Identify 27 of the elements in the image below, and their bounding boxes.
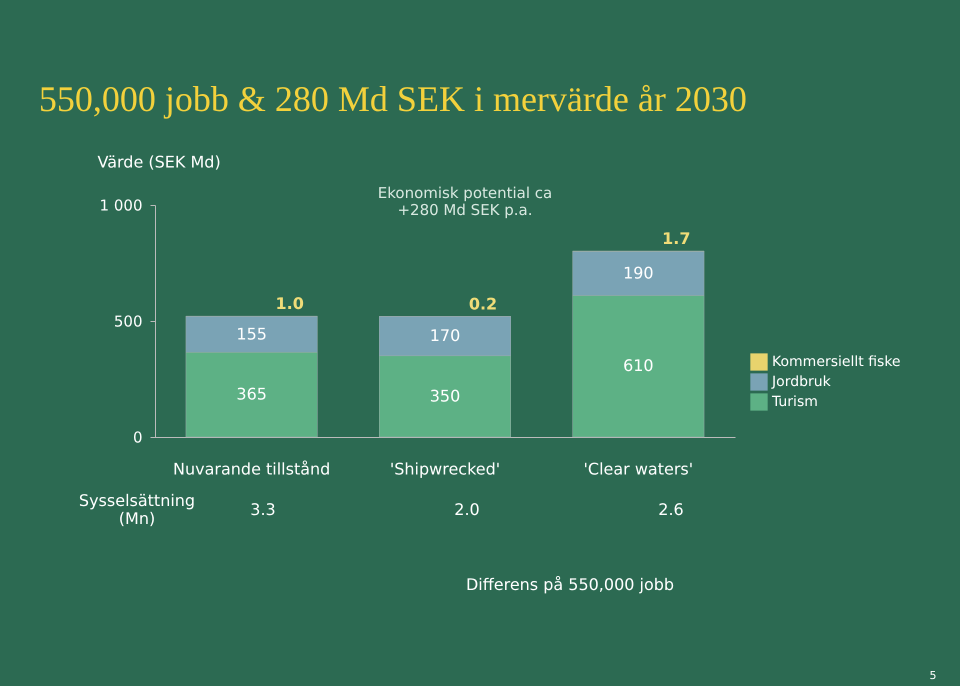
data-label: 0.2 (468, 294, 498, 314)
text: 5 (930, 669, 936, 682)
data-label: 1.7 (662, 229, 691, 248)
legend-label: Jordbruk (771, 374, 832, 390)
x-tick-label: 'Shipwrecked' (390, 460, 500, 478)
chart-title: 550,000 jobb & 280 Md SEK i mervärde år 2030 (38, 79, 747, 119)
text: 2.6 (658, 500, 684, 519)
text: Sysselsättning (Mn) (78, 491, 196, 528)
y-tick-label: 500 (114, 312, 142, 330)
data-label: 155 (236, 324, 267, 344)
data-label: 610 (623, 356, 654, 376)
x-tick-label: 'Clear waters' (584, 460, 694, 478)
annotation: Ekonomisk potential ca +280 Md SEK p.a. (378, 184, 552, 219)
data-label: 365 (236, 384, 267, 404)
y-tick-label: 1 000 (100, 196, 142, 214)
data-label: 190 (623, 263, 654, 282)
text: 3.3 (250, 500, 276, 519)
y-axis-title: Värde (SEK Md) (98, 152, 221, 172)
data-label: 1.0 (275, 294, 304, 314)
legend-label: Kommersiellt fiske (772, 354, 901, 370)
legend-label: Turism (771, 394, 818, 410)
text: Differens på 550,000 jobb (466, 575, 674, 594)
text: 2.0 (454, 500, 480, 519)
data-label: 350 (430, 386, 460, 406)
y-tick-label: 0 (132, 428, 142, 446)
data-label: 170 (430, 326, 460, 346)
x-tick-label: Nuvarande tillstånd (173, 460, 330, 478)
